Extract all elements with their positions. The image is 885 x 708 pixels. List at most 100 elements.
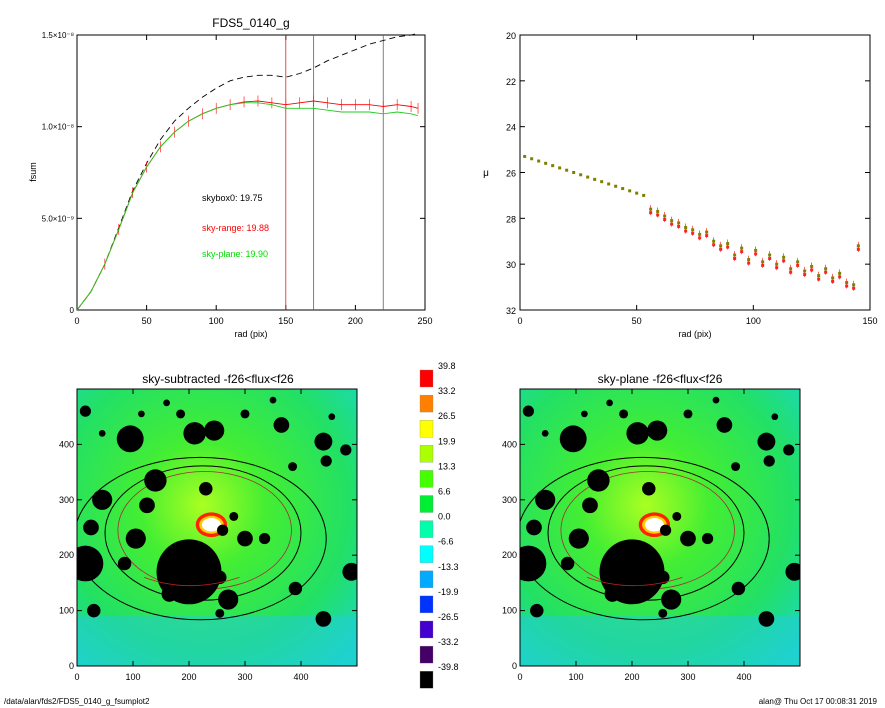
x-tick-label: 400 <box>293 672 308 682</box>
colorbar-label: 0.0 <box>438 512 451 522</box>
y-tick-label: 200 <box>502 550 517 560</box>
annotation-sky-range: sky-range: 19.88 <box>202 223 269 233</box>
galaxy-core <box>644 518 664 532</box>
star-mask <box>218 589 239 610</box>
data-point <box>621 187 625 191</box>
data-point <box>817 274 821 278</box>
data-point <box>600 180 604 184</box>
colorbar-label: -13.3 <box>438 562 459 572</box>
data-point <box>607 182 611 186</box>
data-point <box>663 214 667 218</box>
star-mask <box>535 489 556 510</box>
sky-gradient-band <box>520 616 800 666</box>
image-body <box>520 389 800 666</box>
star-mask <box>672 511 682 521</box>
y-tick-label: 0 <box>70 306 75 315</box>
star-mask <box>522 405 535 417</box>
x-tick-label: 0 <box>74 672 79 682</box>
sky-gradient-band <box>77 616 357 666</box>
colorbar-swatch <box>419 620 434 639</box>
star-mask <box>117 556 132 571</box>
data-point <box>740 246 744 250</box>
y-axis-label: μ <box>483 168 489 179</box>
colorbar-swatch <box>419 570 434 588</box>
star-mask <box>661 589 682 610</box>
data-point <box>761 263 765 267</box>
data-point <box>817 277 821 281</box>
star-mask <box>581 410 588 418</box>
sky-subtracted-image: sky-subtracted -f26<flux<f26 0 100 200 300 4… <box>59 372 358 682</box>
series-line <box>76 102 419 311</box>
star-mask <box>87 603 101 618</box>
x-axis-label: rad (pix) <box>234 329 267 339</box>
data-point <box>775 266 779 270</box>
image-frame <box>76 388 358 667</box>
star-mask <box>582 497 598 514</box>
star-mask <box>138 410 145 418</box>
star-mask <box>288 581 303 596</box>
star-mask <box>163 399 170 407</box>
star-mask <box>176 409 186 419</box>
star-mask <box>541 429 549 437</box>
star-mask <box>560 556 575 571</box>
data-point <box>733 253 737 257</box>
star-mask <box>139 497 155 514</box>
data-point <box>558 166 562 170</box>
colorbar-swatch <box>419 520 434 538</box>
x-tick-label: 150 <box>862 316 877 326</box>
colorbar-swatch <box>419 545 434 563</box>
star-mask <box>204 420 225 441</box>
x-tick-label: 0 <box>517 672 522 682</box>
star-mask <box>758 611 775 627</box>
data-point <box>740 250 744 254</box>
data-point <box>782 259 786 263</box>
data-point <box>530 157 534 161</box>
star-mask <box>771 413 779 421</box>
x-tick-label: 100 <box>209 316 224 326</box>
star-mask <box>116 425 144 453</box>
colorbar-label: 33.2 <box>438 386 456 396</box>
y-tick-label: 1.0×10⁻⁸ <box>42 123 74 132</box>
star-mask <box>340 444 352 456</box>
data-point <box>677 221 681 225</box>
plot-frame <box>76 34 426 311</box>
annotation-skybox0: skybox0: 19.75 <box>202 193 263 203</box>
star-mask <box>680 530 696 547</box>
colorbar-label: 13.3 <box>438 461 456 471</box>
colorbar: 39.8 33.2 26.5 19.9 13.3 6.6 0.0 -6.6 -13.3 -19.9… <box>419 361 459 689</box>
star-mask <box>79 405 91 417</box>
plot-title: FDS5_0140_g <box>212 16 289 30</box>
star-mask <box>269 396 277 404</box>
star-mask <box>328 413 336 421</box>
data-point <box>782 255 786 259</box>
data-point <box>768 257 772 260</box>
data-point <box>796 260 800 264</box>
fsum-profile-plot: FDS5_0140_g rad (pix) fsum 0 50 100 150 200 2… <box>28 16 433 339</box>
colorbar-label: -26.5 <box>438 612 459 622</box>
x-tick-label: 300 <box>237 672 252 682</box>
star-mask <box>315 611 332 627</box>
data-point <box>670 219 674 223</box>
star-mask <box>656 570 670 585</box>
star-mask <box>642 482 656 496</box>
data-point <box>789 267 793 271</box>
x-tick-label: 200 <box>181 672 196 682</box>
data-point <box>712 243 716 247</box>
data-point <box>656 209 660 213</box>
star-mask <box>757 432 776 451</box>
data-point <box>824 267 828 271</box>
star-mask <box>647 420 668 441</box>
data-point <box>628 189 632 193</box>
aperture-ellipse-outer <box>520 456 770 621</box>
data-point <box>831 279 835 283</box>
data-point <box>726 242 730 246</box>
colorbar-swatch <box>419 495 434 513</box>
star-mask <box>702 532 714 545</box>
star-mask <box>530 603 544 618</box>
data-point <box>579 173 583 177</box>
y-tick-label: 0 <box>69 661 74 671</box>
colorbar-label: 39.8 <box>438 361 456 371</box>
data-point <box>614 184 618 188</box>
x-tick-label: 100 <box>568 672 583 682</box>
colorbar-label: 6.6 <box>438 487 451 497</box>
